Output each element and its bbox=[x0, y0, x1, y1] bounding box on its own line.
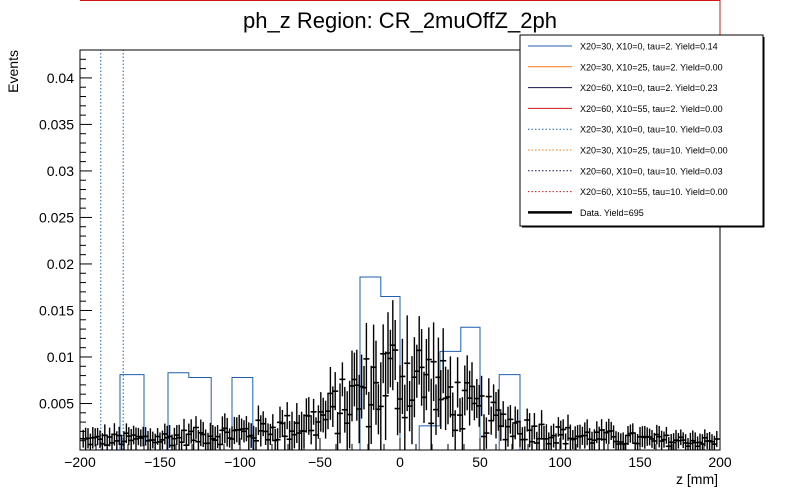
y-tick-label: 0.02 bbox=[47, 256, 74, 272]
y-tick-label: 0.025 bbox=[39, 209, 74, 225]
series-layer bbox=[100, 50, 720, 451]
legend: X20=30, X10=0, tau=2. Yield=0.14 X20=30, … bbox=[519, 34, 765, 228]
legend-label: X20=30, X10=25, tau=10. Yield=0.00 bbox=[580, 146, 728, 156]
x-tick-label: 50 bbox=[472, 454, 488, 470]
x-axis-label: z [mm] bbox=[676, 471, 718, 487]
legend-entry: X20=30, X10=0, tau=2. Yield=0.14 bbox=[528, 42, 718, 52]
legend-entry: X20=60, X10=0, tau=10. Yield=0.03 bbox=[528, 166, 723, 176]
y-tick-label: 0.01 bbox=[47, 349, 74, 365]
histogram-step-line bbox=[119, 276, 720, 451]
legend-entry: X20=60, X10=0, tau=2. Yield=0.23 bbox=[528, 83, 718, 93]
legend-label: X20=30, X10=0, tau=2. Yield=0.14 bbox=[580, 42, 718, 52]
x-tick-label: 100 bbox=[548, 454, 572, 470]
y-tick-label: 0.015 bbox=[39, 302, 74, 318]
legend-entry: X20=30, X10=0, tau=10. Yield=0.03 bbox=[528, 125, 723, 135]
x-tick-label: −150 bbox=[144, 454, 176, 470]
x-tick-label: −100 bbox=[224, 454, 256, 470]
legend-entry: X20=30, X10=25, tau=10. Yield=0.00 bbox=[528, 146, 728, 156]
legend-label: X20=30, X10=25, tau=2. Yield=0.00 bbox=[580, 62, 723, 72]
x-tick-label: 150 bbox=[628, 454, 652, 470]
legend-entry: X20=30, X10=25, tau=2. Yield=0.00 bbox=[528, 62, 723, 72]
legend-label: Data. Yield=695 bbox=[580, 208, 644, 218]
y-tick-label: 0.03 bbox=[47, 163, 74, 179]
y-axis-label: Events bbox=[5, 50, 21, 93]
y-tick-label: 0.005 bbox=[39, 395, 74, 411]
x-tick-label: −50 bbox=[308, 454, 332, 470]
legend-entry: X20=60, X10=55, tau=10. Yield=0.00 bbox=[528, 187, 728, 197]
legend-label: X20=60, X10=55, tau=2. Yield=0.00 bbox=[580, 104, 723, 114]
legend-entry: X20=60, X10=55, tau=2. Yield=0.00 bbox=[528, 104, 723, 114]
legend-label: X20=60, X10=55, tau=10. Yield=0.00 bbox=[580, 187, 728, 197]
legend-label: X20=30, X10=0, tau=10. Yield=0.03 bbox=[580, 125, 723, 135]
y-tick-label: 0.04 bbox=[47, 70, 74, 86]
axes: −200 −150 −100 −50 0 50 100 150 200 0.005 0.01 0.01… bbox=[39, 58, 732, 470]
legend-entry: Data. Yield=695 bbox=[528, 208, 644, 218]
data-points-layer bbox=[80, 300, 720, 450]
legend-label: X20=60, X10=0, tau=10. Yield=0.03 bbox=[580, 166, 723, 176]
x-tick-label: 200 bbox=[708, 454, 732, 470]
chart-title: ph_z Region: CR_2muOffZ_2ph bbox=[243, 8, 557, 33]
y-tick-label: 0.035 bbox=[39, 116, 74, 132]
x-tick-label: −200 bbox=[64, 454, 96, 470]
legend-label: X20=60, X10=0, tau=2. Yield=0.23 bbox=[580, 83, 718, 93]
x-tick-label: 0 bbox=[396, 454, 404, 470]
